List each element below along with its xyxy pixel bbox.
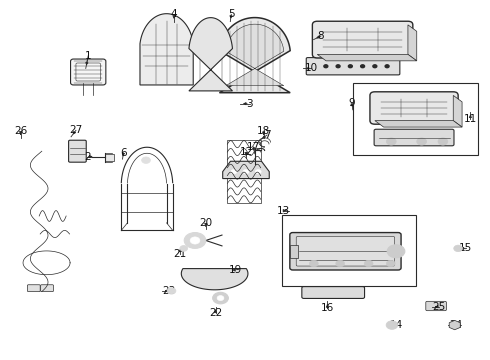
FancyBboxPatch shape [41,285,53,292]
Circle shape [336,65,340,68]
Circle shape [387,138,396,145]
Circle shape [255,170,261,174]
Text: 26: 26 [14,126,27,136]
Text: 24: 24 [449,320,463,330]
FancyBboxPatch shape [296,237,394,266]
Circle shape [454,245,463,252]
Polygon shape [220,18,290,93]
Text: 23: 23 [162,286,176,296]
Text: 8: 8 [318,31,324,41]
Circle shape [385,65,389,68]
Text: 16: 16 [320,303,334,313]
Polygon shape [140,14,193,85]
Bar [282,215,416,286]
Text: 13: 13 [276,206,290,216]
Polygon shape [375,121,462,127]
Text: 1: 1 [85,51,92,61]
Text: 4: 4 [171,9,177,19]
Polygon shape [226,24,284,86]
Text: 9: 9 [348,98,355,108]
Polygon shape [453,95,462,127]
Polygon shape [408,25,416,61]
Text: 27: 27 [69,125,83,135]
Circle shape [386,321,398,329]
Circle shape [217,296,224,301]
FancyBboxPatch shape [302,287,365,298]
Circle shape [336,260,344,267]
Bar [105,154,114,161]
Text: 3: 3 [246,99,253,109]
Circle shape [416,138,426,145]
Circle shape [387,245,405,258]
Circle shape [167,288,176,294]
Circle shape [180,246,188,251]
Circle shape [184,233,206,248]
FancyBboxPatch shape [306,58,400,75]
Circle shape [348,65,352,68]
Bar [227,140,261,203]
FancyBboxPatch shape [374,129,454,146]
Text: 22: 22 [209,308,222,318]
Text: 5: 5 [228,9,235,19]
Circle shape [373,65,377,68]
Circle shape [324,65,328,68]
Text: 18: 18 [257,126,270,136]
Text: 12: 12 [239,147,253,157]
Bar [353,83,478,155]
Circle shape [190,237,200,244]
Polygon shape [449,320,460,330]
Bar [290,245,297,258]
Polygon shape [181,269,248,290]
Text: 6: 6 [120,148,127,158]
FancyBboxPatch shape [426,301,446,311]
Circle shape [243,170,249,174]
FancyBboxPatch shape [370,92,458,124]
Text: 15: 15 [459,243,472,253]
Text: 14: 14 [390,320,404,330]
FancyBboxPatch shape [69,140,86,162]
Circle shape [438,138,448,145]
Circle shape [386,260,395,267]
FancyBboxPatch shape [27,285,40,292]
Text: 25: 25 [432,302,445,312]
Text: 19: 19 [228,265,242,275]
Text: 7: 7 [264,130,270,140]
Text: 11: 11 [464,114,477,124]
Polygon shape [318,54,416,61]
Text: 10: 10 [305,63,318,73]
FancyBboxPatch shape [290,233,401,270]
Text: 17: 17 [246,142,260,152]
Circle shape [231,170,237,174]
Text: 21: 21 [173,249,187,259]
Polygon shape [222,161,270,179]
Text: 20: 20 [199,218,212,228]
Circle shape [361,65,365,68]
Circle shape [142,157,150,163]
FancyBboxPatch shape [313,21,413,58]
Circle shape [213,292,228,304]
Circle shape [309,260,318,267]
Text: 2: 2 [84,152,91,162]
Polygon shape [189,18,232,91]
Circle shape [364,260,373,267]
FancyBboxPatch shape [71,59,106,85]
